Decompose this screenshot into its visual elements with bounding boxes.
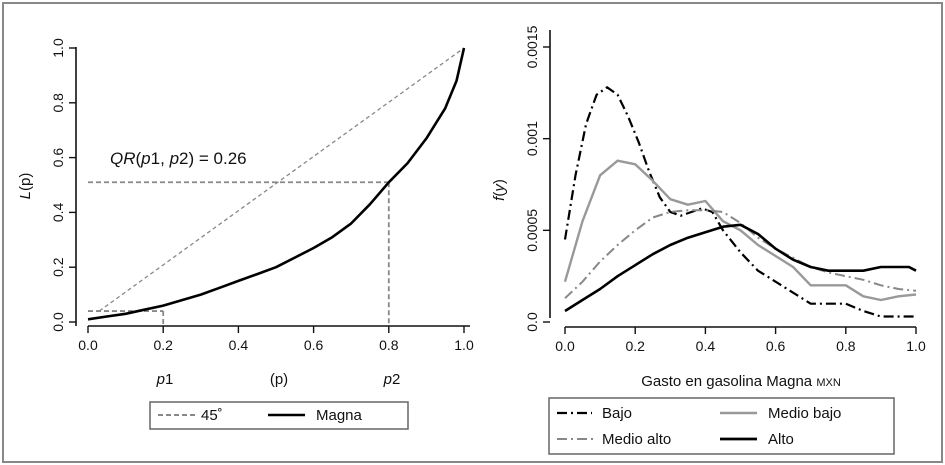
- left-annotation: QR(p1, p2) = 0.26: [110, 149, 247, 168]
- left-series-45--line: [98, 47, 465, 312]
- left-y-tick-label-4: 0.8: [50, 93, 66, 113]
- left-series-magna-line: [87, 47, 466, 321]
- legend-label-medio-alto: Medio alto: [602, 431, 671, 448]
- right-chart: 0.0 0.2 0.4 0.6 0.8 1.0 0.00.00050.0010.0015 …: [491, 25, 926, 455]
- right-y-tick-label-1: 0.0005: [524, 209, 540, 252]
- right-series-bajo-line: [563, 86, 916, 318]
- left-x-tick-label-0: 0.0: [78, 337, 98, 353]
- left-x-tick-label-3: 0.6: [304, 337, 324, 353]
- right-legend: Bajo Medio bajo Medio alto Alto: [548, 397, 895, 455]
- right-x-tick-label-1: 0.2: [625, 338, 645, 354]
- p1-label: p1: [156, 371, 174, 388]
- left-x-tick-label-1: 0.2: [153, 337, 173, 353]
- p2-label: p2: [383, 371, 401, 388]
- legend-label-45: 45˚: [201, 407, 223, 424]
- right-y-tick-label-3: 0.0015: [524, 25, 540, 68]
- left-x-tick-label-4: 0.8: [379, 337, 399, 353]
- left-legend: 45˚ Magna: [149, 401, 409, 430]
- right-y-label: f(y): [491, 179, 508, 201]
- legend-label-bajo: Bajo: [602, 405, 632, 422]
- right-y-tick-label-2: 0.001: [524, 121, 540, 156]
- legend-label-alto: Alto: [768, 431, 794, 448]
- right-x-tick-label-0: 0.0: [555, 338, 575, 354]
- right-x-tick-label-2: 0.4: [696, 338, 716, 354]
- left-y-tick-label-0: 0.0: [50, 312, 66, 332]
- legend-label-medio-bajo: Medio bajo: [768, 405, 841, 422]
- left-x-tick-label-5: 1.0: [454, 337, 474, 353]
- left-x-label: (p): [270, 371, 288, 388]
- left-chart: 0.0 0.2 0.4 0.6 0.8 1.0 0.0 0.2 0.4 0.6 0.8 1.0 L(…: [17, 38, 474, 430]
- left-y-tick-label-3: 0.6: [50, 148, 66, 168]
- right-series-medio-alto-line: [564, 209, 917, 299]
- right-x-tick-label-3: 0.6: [766, 338, 786, 354]
- right-y-tick-label-0: 0.0: [524, 312, 540, 332]
- right-x-label: Gasto en gasolina Magna MXN: [641, 373, 841, 390]
- left-y-tick-label-1: 0.2: [50, 257, 66, 277]
- right-x-tick-label-5: 1.0: [906, 338, 926, 354]
- legend-label-magna: Magna: [316, 407, 363, 424]
- left-y-tick-label-2: 0.4: [50, 202, 66, 222]
- left-y-label: L(p): [17, 173, 34, 200]
- left-y-tick-label-5: 1.0: [50, 38, 66, 58]
- right-series-medio-bajo-line: [563, 159, 917, 302]
- right-legend-box: [548, 397, 895, 455]
- left-x-tick-label-2: 0.4: [229, 337, 249, 353]
- right-series-alto-line: [564, 223, 917, 313]
- right-x-tick-label-4: 0.8: [836, 338, 856, 354]
